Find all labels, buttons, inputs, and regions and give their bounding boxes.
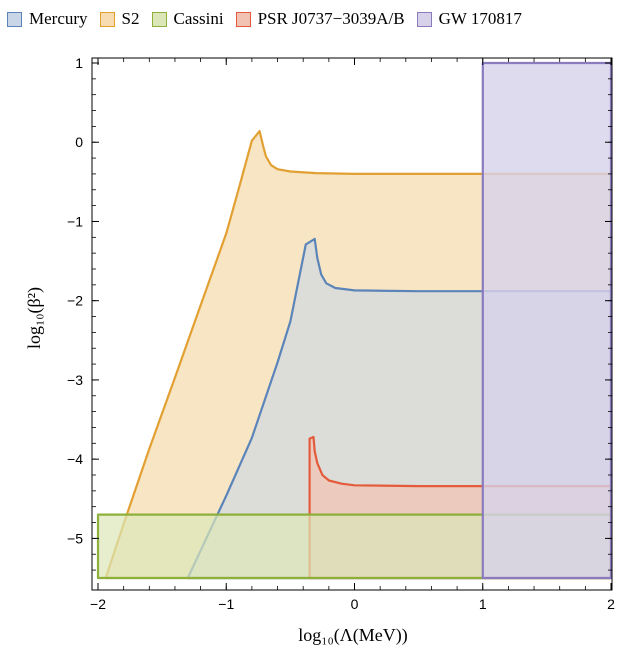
legend-swatch-gw170817: [416, 11, 432, 27]
region-gw-170817: [481, 61, 613, 580]
legend-swatch-mercury: [7, 11, 22, 27]
legend-item-gw170817[interactable]: GW 170817: [416, 9, 522, 29]
legend-swatch-cassini: [151, 11, 167, 27]
legend-label-mercury: Mercury: [29, 9, 88, 28]
legend-item-psr[interactable]: PSR J0737−3039A/B: [235, 9, 405, 29]
legend-item-mercury[interactable]: Mercury: [7, 9, 88, 29]
y-tick-label: −1: [67, 213, 83, 229]
x-axis-title: log₁₀(Λ(MeV)): [298, 625, 408, 646]
y-tick-label: 1: [75, 55, 83, 71]
y-tick-label: −5: [67, 530, 83, 546]
legend-label-cassini: Cassini: [173, 9, 224, 28]
y-tick-label: 0: [75, 134, 83, 150]
legend-item-cassini[interactable]: Cassini: [151, 9, 224, 29]
x-tick-label: 0: [351, 596, 359, 612]
x-tick-label: −1: [218, 596, 234, 612]
plot-frame: [91, 57, 613, 591]
y-tick-label: −3: [67, 372, 83, 388]
legend-swatch-psr: [235, 11, 251, 27]
legend: Mercury S2 Cassini PSR J0737−3039A/B GW …: [0, 6, 638, 32]
y-axis-title: log₁₀(β²): [24, 287, 45, 349]
chart-regions: [96, 61, 613, 580]
y-tick-label: −2: [67, 293, 83, 309]
legend-label-psr: PSR J0737−3039A/B: [257, 9, 405, 28]
chart-axes: −2 −1 0 1 2 −5 −4 −3 −2 −1 0 1: [67, 55, 615, 612]
x-tick-label: −2: [90, 596, 106, 612]
legend-swatch-s2: [99, 11, 115, 27]
legend-label-s2: S2: [121, 9, 140, 28]
x-tick-label: 1: [479, 596, 487, 612]
x-tick-label: 2: [607, 596, 615, 612]
legend-item-s2[interactable]: S2: [99, 9, 140, 29]
y-tick-label: −4: [67, 451, 83, 467]
legend-label-gw170817: GW 170817: [438, 9, 522, 28]
